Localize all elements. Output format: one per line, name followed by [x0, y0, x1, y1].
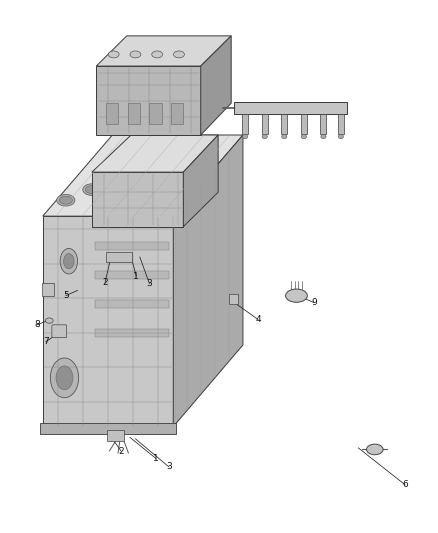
Bar: [127, 103, 140, 124]
Ellipse shape: [367, 444, 383, 455]
Text: 1: 1: [153, 454, 159, 463]
Bar: [301, 114, 307, 134]
Polygon shape: [184, 135, 218, 227]
Bar: [261, 114, 268, 134]
Bar: [149, 103, 162, 124]
Ellipse shape: [135, 164, 153, 176]
Ellipse shape: [161, 155, 180, 166]
Text: 1: 1: [134, 271, 139, 280]
Polygon shape: [40, 423, 177, 433]
Text: 3: 3: [166, 463, 172, 471]
Bar: [95, 271, 169, 279]
Text: 9: 9: [311, 298, 317, 307]
Ellipse shape: [164, 157, 177, 165]
Text: 6: 6: [403, 480, 408, 489]
Ellipse shape: [108, 51, 119, 58]
Polygon shape: [96, 36, 231, 66]
Ellipse shape: [282, 134, 287, 139]
Polygon shape: [201, 36, 231, 135]
Ellipse shape: [190, 147, 203, 155]
Ellipse shape: [301, 134, 307, 139]
Polygon shape: [92, 172, 184, 227]
Ellipse shape: [56, 366, 73, 390]
Ellipse shape: [173, 51, 184, 58]
Bar: [107, 430, 124, 441]
Ellipse shape: [243, 134, 248, 139]
Text: 2: 2: [118, 447, 124, 456]
Polygon shape: [43, 135, 243, 216]
Ellipse shape: [59, 196, 72, 204]
Ellipse shape: [57, 195, 75, 206]
Bar: [321, 114, 326, 134]
Polygon shape: [173, 135, 243, 426]
Bar: [95, 329, 169, 337]
Text: 2: 2: [102, 278, 108, 287]
Polygon shape: [96, 66, 201, 135]
Polygon shape: [42, 284, 53, 296]
Ellipse shape: [138, 166, 151, 174]
Bar: [338, 114, 344, 134]
Ellipse shape: [109, 173, 127, 185]
Ellipse shape: [286, 289, 307, 302]
Bar: [281, 114, 287, 134]
Text: 7: 7: [43, 337, 49, 346]
Ellipse shape: [85, 185, 99, 193]
Bar: [171, 103, 184, 124]
Text: 8: 8: [34, 320, 40, 329]
Ellipse shape: [152, 51, 162, 58]
Ellipse shape: [321, 134, 326, 139]
Ellipse shape: [112, 175, 124, 183]
Bar: [234, 102, 347, 114]
Bar: [242, 114, 248, 134]
Ellipse shape: [64, 254, 74, 269]
Text: 3: 3: [146, 279, 152, 288]
Bar: [229, 294, 238, 304]
FancyBboxPatch shape: [52, 325, 67, 337]
Bar: [95, 241, 169, 249]
Ellipse shape: [338, 134, 343, 139]
Ellipse shape: [130, 51, 141, 58]
Text: 5: 5: [63, 291, 69, 300]
Ellipse shape: [60, 248, 78, 274]
Bar: [95, 300, 169, 308]
Bar: [106, 252, 132, 262]
Polygon shape: [43, 216, 173, 426]
Ellipse shape: [187, 145, 205, 157]
Ellipse shape: [262, 134, 267, 139]
Ellipse shape: [83, 184, 101, 196]
Ellipse shape: [50, 358, 79, 398]
Ellipse shape: [46, 318, 53, 323]
Polygon shape: [92, 135, 218, 172]
Bar: [106, 103, 118, 124]
Text: 4: 4: [255, 315, 261, 324]
